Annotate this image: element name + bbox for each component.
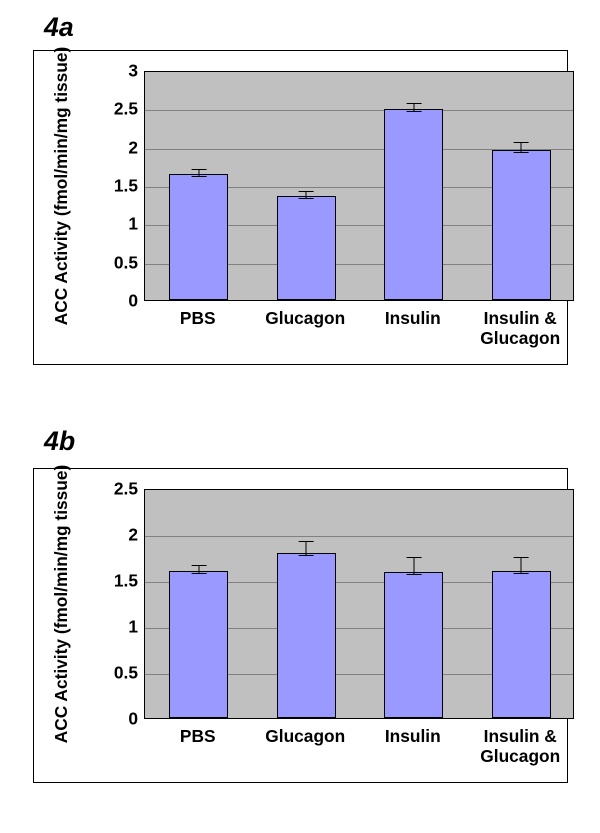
- x-category-label: Glucagon: [265, 309, 345, 329]
- y-tick-label: 0.5: [104, 663, 138, 684]
- x-category-label: Insulin: [385, 309, 441, 329]
- y-tick-label: 2.5: [104, 479, 138, 500]
- y-tick-label: 3: [104, 61, 138, 82]
- y-tick-label: 0: [104, 291, 138, 312]
- panel-4b-label: 4b: [44, 426, 75, 457]
- chart-4b-plot: [144, 489, 574, 719]
- y-tick-label: 2.5: [104, 99, 138, 120]
- chart-4b-bars: [145, 490, 573, 718]
- x-category-label: PBS: [180, 309, 216, 329]
- chart-bar: [492, 571, 551, 718]
- chart-4b-y-title: ACC Activity (fmol/min/mg tissue): [51, 465, 72, 744]
- x-category-label: PBS: [180, 727, 216, 747]
- y-tick-label: 2: [104, 525, 138, 546]
- chart-bar: [277, 553, 336, 718]
- y-tick-label: 1: [104, 214, 138, 235]
- x-category-label: Insulin & Glucagon: [480, 727, 560, 767]
- chart-4a-plot: [144, 71, 574, 301]
- chart-bar: [277, 196, 336, 300]
- x-category-label: Glucagon: [265, 727, 345, 747]
- chart-bar: [384, 572, 443, 718]
- chart-4b: ACC Activity (fmol/min/mg tissue) 0 0.5 1 1…: [33, 468, 568, 783]
- y-tick-label: 0: [104, 709, 138, 730]
- x-category-label: Insulin & Glucagon: [480, 309, 560, 349]
- chart-4a: ACC Activity (fmol/min/mg tissue) 0 0.5 1 1…: [33, 50, 568, 365]
- y-tick-label: 1.5: [104, 571, 138, 592]
- y-tick-label: 1.5: [104, 176, 138, 197]
- chart-4a-bars: [145, 72, 573, 300]
- chart-bar: [384, 109, 443, 300]
- chart-4a-y-title: ACC Activity (fmol/min/mg tissue): [51, 47, 72, 326]
- panel-4a-label: 4a: [44, 12, 74, 43]
- y-tick-label: 2: [104, 137, 138, 158]
- y-tick-label: 0.5: [104, 252, 138, 273]
- chart-bar: [169, 571, 228, 718]
- chart-bar: [169, 174, 228, 300]
- page: 4a ACC Activity (fmol/min/mg tissue) 0 0.…: [0, 0, 600, 833]
- y-tick-label: 1: [104, 617, 138, 638]
- chart-bar: [492, 150, 551, 300]
- x-category-label: Insulin: [385, 727, 441, 747]
